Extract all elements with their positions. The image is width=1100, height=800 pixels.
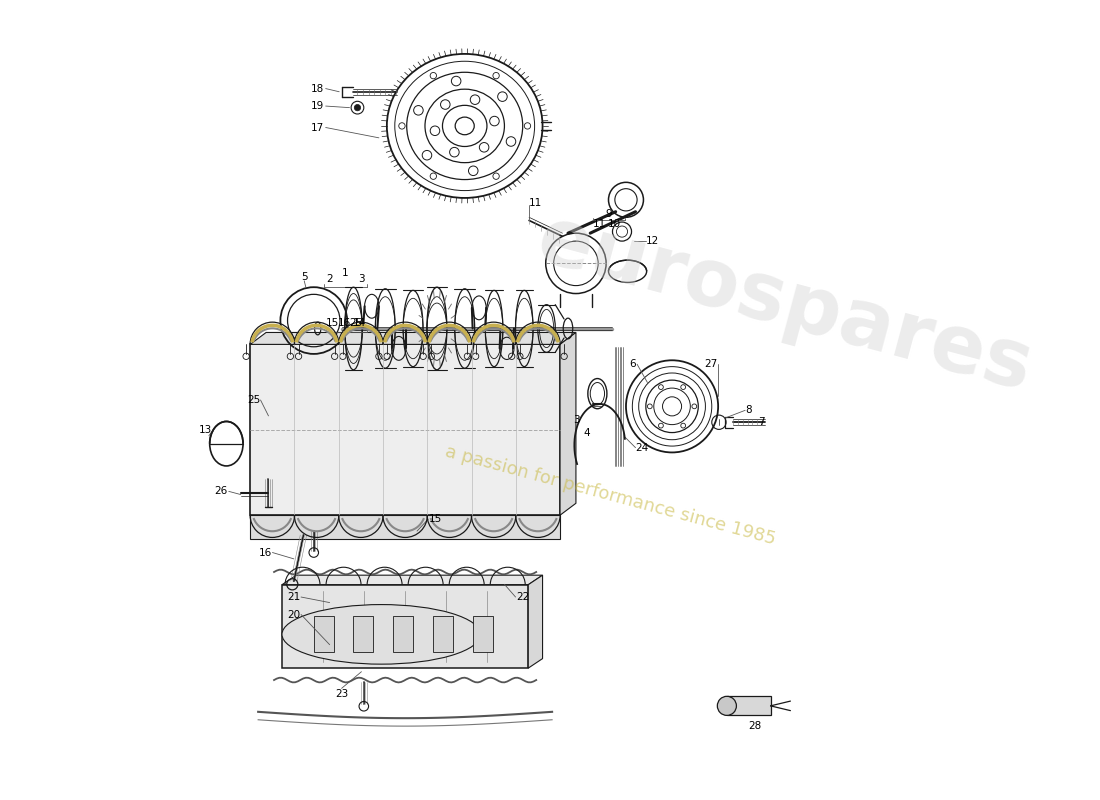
Text: 13: 13 <box>199 425 212 435</box>
Text: 18: 18 <box>311 83 324 94</box>
Text: 20: 20 <box>287 610 300 619</box>
Text: eurospares: eurospares <box>529 201 1041 408</box>
Text: 6: 6 <box>629 359 636 370</box>
Polygon shape <box>250 333 576 344</box>
Bar <box>250 344 560 515</box>
Text: 25: 25 <box>349 318 363 328</box>
Text: 5: 5 <box>301 272 308 282</box>
Text: 7: 7 <box>758 418 764 427</box>
Text: a passion for performance since 1985: a passion for performance since 1985 <box>443 442 778 548</box>
Text: 11: 11 <box>592 218 606 229</box>
Text: 16: 16 <box>338 318 351 328</box>
Circle shape <box>717 696 736 715</box>
Text: 1: 1 <box>342 268 349 278</box>
Text: 15: 15 <box>326 318 339 328</box>
Bar <box>473 616 493 652</box>
Text: 4: 4 <box>583 428 590 438</box>
Text: 9: 9 <box>605 209 612 219</box>
Ellipse shape <box>282 605 481 664</box>
Text: 16: 16 <box>258 547 272 558</box>
Text: 10: 10 <box>607 218 620 229</box>
Text: 14: 14 <box>353 318 366 328</box>
Polygon shape <box>560 333 576 515</box>
Text: 11: 11 <box>529 198 542 208</box>
Bar <box>314 616 333 652</box>
Polygon shape <box>250 515 560 539</box>
Text: 25: 25 <box>248 395 261 405</box>
Polygon shape <box>528 575 542 668</box>
Text: 2: 2 <box>327 274 333 284</box>
Text: 19: 19 <box>311 101 324 111</box>
Polygon shape <box>282 575 542 585</box>
Text: 3: 3 <box>573 415 580 425</box>
Polygon shape <box>282 585 528 668</box>
Text: 27: 27 <box>704 359 717 370</box>
Text: 24: 24 <box>636 442 649 453</box>
Text: 23: 23 <box>334 689 349 699</box>
Bar <box>353 616 373 652</box>
Text: 17: 17 <box>311 122 324 133</box>
Bar <box>393 616 414 652</box>
Bar <box>727 695 771 715</box>
Text: 3: 3 <box>359 274 365 284</box>
Text: 21: 21 <box>287 592 300 602</box>
Text: 15: 15 <box>429 514 442 524</box>
Circle shape <box>354 105 361 111</box>
Text: 12: 12 <box>646 236 659 246</box>
Text: 8: 8 <box>745 406 751 415</box>
Text: 22: 22 <box>516 592 529 602</box>
Text: 26: 26 <box>214 486 228 496</box>
Text: 28: 28 <box>748 721 761 730</box>
Bar <box>433 616 453 652</box>
